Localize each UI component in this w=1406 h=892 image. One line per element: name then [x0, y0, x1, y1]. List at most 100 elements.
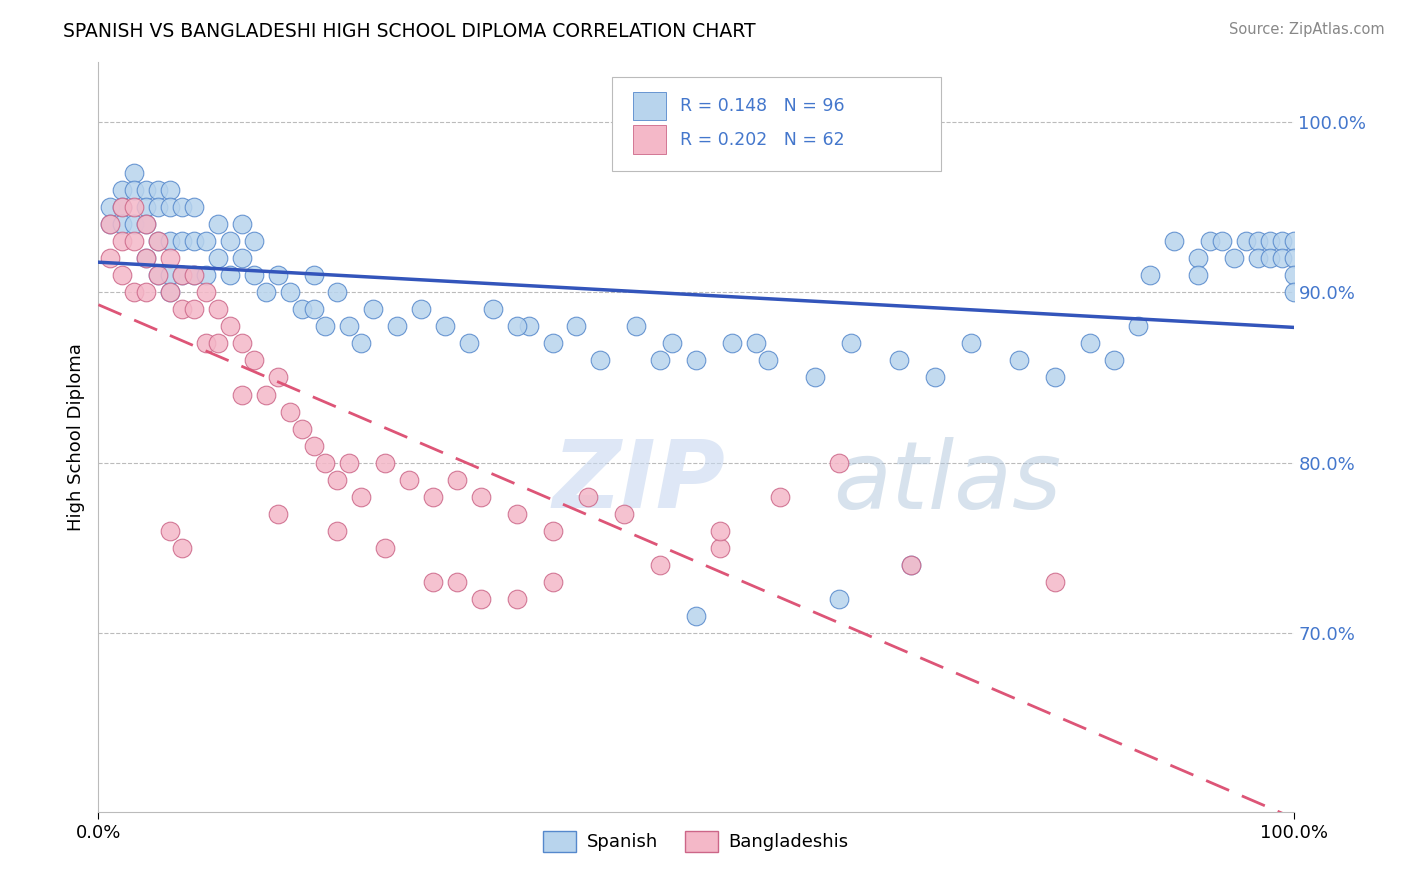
Point — [135, 183, 157, 197]
Point — [1282, 285, 1305, 300]
Point — [1163, 234, 1185, 248]
Point — [889, 353, 911, 368]
Point — [135, 217, 157, 231]
Point — [159, 524, 181, 538]
Point — [231, 336, 253, 351]
Point — [1104, 353, 1126, 368]
Point — [98, 217, 122, 231]
Point — [685, 608, 707, 623]
Point — [135, 200, 157, 214]
Point — [159, 268, 181, 283]
Point — [506, 507, 529, 521]
Point — [1043, 370, 1066, 384]
Y-axis label: High School Diploma: High School Diploma — [66, 343, 84, 531]
Point — [1282, 234, 1305, 248]
Point — [1211, 234, 1233, 248]
Point — [207, 252, 229, 266]
Point — [231, 387, 253, 401]
Point — [124, 166, 146, 180]
Point — [326, 473, 349, 487]
Point — [1223, 252, 1246, 266]
Point — [434, 319, 457, 334]
Point — [924, 370, 946, 384]
Text: atlas: atlas — [834, 436, 1062, 527]
Point — [172, 268, 194, 283]
Point — [267, 507, 290, 521]
Point — [124, 200, 146, 214]
Point — [183, 268, 205, 283]
Point — [541, 574, 564, 589]
Point — [1008, 353, 1031, 368]
Point — [422, 490, 444, 504]
Point — [1080, 336, 1102, 351]
Point — [398, 473, 420, 487]
Point — [278, 285, 301, 300]
Point — [291, 302, 314, 317]
Point — [1247, 234, 1270, 248]
Point — [98, 217, 122, 231]
Point — [219, 234, 242, 248]
Point — [111, 234, 134, 248]
Point — [350, 336, 373, 351]
Point — [1258, 252, 1281, 266]
Text: ZIP: ZIP — [553, 436, 725, 528]
Text: R = 0.148   N = 96: R = 0.148 N = 96 — [681, 97, 845, 115]
Point — [254, 285, 277, 300]
Point — [159, 252, 181, 266]
Point — [148, 268, 170, 283]
Point — [159, 234, 181, 248]
Point — [135, 285, 157, 300]
Legend: Spanish, Bangladeshis: Spanish, Bangladeshis — [536, 823, 856, 859]
Point — [470, 591, 492, 606]
Point — [326, 285, 349, 300]
Point — [148, 234, 170, 248]
Point — [278, 404, 301, 418]
Point — [350, 490, 373, 504]
Point — [745, 336, 768, 351]
Point — [1258, 234, 1281, 248]
Point — [183, 200, 205, 214]
Point — [541, 336, 564, 351]
Point — [828, 591, 851, 606]
Point — [1282, 268, 1305, 283]
Point — [159, 285, 181, 300]
Point — [1139, 268, 1161, 283]
Point — [124, 183, 146, 197]
Point — [183, 234, 205, 248]
Point — [1271, 234, 1294, 248]
Point — [768, 490, 790, 504]
Point — [195, 268, 218, 283]
Point — [148, 183, 170, 197]
Point — [124, 234, 146, 248]
Point — [231, 252, 253, 266]
Point — [709, 541, 731, 555]
Point — [411, 302, 433, 317]
Point — [721, 336, 744, 351]
Point — [195, 285, 218, 300]
Point — [148, 234, 170, 248]
Point — [1128, 319, 1150, 334]
Point — [207, 336, 229, 351]
Point — [135, 252, 157, 266]
Point — [243, 353, 266, 368]
Point — [339, 456, 361, 470]
Point — [111, 200, 134, 214]
Text: R = 0.202   N = 62: R = 0.202 N = 62 — [681, 130, 845, 149]
Point — [756, 353, 779, 368]
Point — [1187, 252, 1209, 266]
Point — [159, 285, 181, 300]
Point — [135, 217, 157, 231]
Point — [960, 336, 983, 351]
Point — [841, 336, 863, 351]
Point — [254, 387, 277, 401]
Point — [1199, 234, 1222, 248]
Point — [685, 353, 707, 368]
Point — [470, 490, 492, 504]
Point — [446, 473, 468, 487]
Point — [219, 319, 242, 334]
Point — [231, 217, 253, 231]
Point — [195, 336, 218, 351]
Point — [1247, 252, 1270, 266]
Point — [565, 319, 588, 334]
Point — [1271, 252, 1294, 266]
